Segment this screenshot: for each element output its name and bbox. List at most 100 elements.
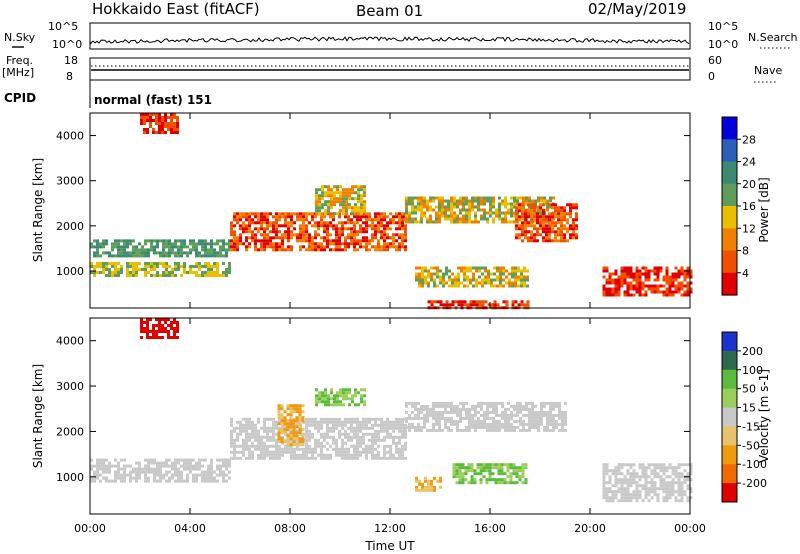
echo-cell	[245, 417, 248, 421]
echo-cell	[228, 464, 231, 468]
echo-cell	[450, 404, 453, 408]
echo-cell	[272, 242, 275, 246]
echo-cell	[239, 224, 242, 228]
echo-cell	[686, 487, 690, 491]
echo-cell	[257, 456, 260, 460]
echo-cell	[474, 199, 477, 203]
echo-cell	[450, 401, 453, 405]
echo-cell	[320, 224, 323, 228]
echo-cell	[549, 196, 552, 200]
echo-cell	[554, 224, 557, 228]
echo-cell	[623, 272, 627, 276]
echo-cell	[248, 242, 251, 246]
echo-cell	[380, 245, 383, 249]
echo-cell	[177, 265, 180, 268]
echo-cell	[302, 224, 305, 228]
echo-cell	[126, 239, 129, 243]
echo-cell	[524, 466, 528, 470]
echo-cell	[398, 447, 401, 451]
echo-cell	[356, 423, 359, 427]
echo-cell	[93, 265, 96, 268]
echo-cell	[498, 196, 501, 200]
echo-cell	[318, 391, 321, 395]
echo-cell	[665, 475, 669, 479]
echo-cell	[543, 413, 546, 417]
echo-cell	[521, 481, 525, 485]
echo-cell	[308, 447, 311, 451]
echo-cell	[486, 413, 489, 417]
echo-cell	[560, 218, 563, 222]
echo-cell	[417, 208, 420, 212]
echo-cell	[174, 262, 177, 265]
echo-cell	[569, 212, 572, 216]
echo-cell	[278, 212, 281, 216]
colorbar-tick-label: 15	[742, 402, 756, 415]
echo-cell	[327, 397, 330, 401]
echo-cell	[198, 265, 201, 268]
echo-cell	[213, 476, 216, 480]
echo-cell	[383, 450, 386, 454]
echo-cell	[263, 423, 266, 427]
echo-cell	[487, 275, 490, 279]
echo-cell	[344, 248, 347, 252]
echo-cell	[495, 407, 498, 411]
velocity-plot-frame	[89, 317, 691, 515]
echo-cell	[441, 205, 444, 209]
echo-cell	[677, 490, 681, 494]
echo-cell	[487, 272, 490, 276]
echo-cell	[620, 487, 624, 491]
echo-cell	[290, 236, 293, 240]
echo-cell	[165, 268, 168, 271]
echo-cell	[423, 404, 426, 408]
echo-cell	[517, 266, 520, 270]
echo-cell	[498, 401, 501, 405]
echo-cell	[168, 271, 171, 274]
echo-cell	[447, 404, 450, 408]
echo-cell	[420, 205, 423, 209]
echo-cell	[515, 236, 518, 240]
echo-cell	[572, 233, 575, 237]
echo-cell	[263, 447, 266, 451]
echo-cell	[489, 425, 492, 429]
echo-cell	[161, 116, 164, 119]
echo-cell	[135, 265, 138, 268]
echo-cell	[344, 236, 347, 240]
echo-cell	[515, 209, 518, 213]
echo-cell	[411, 410, 414, 414]
echo-cell	[496, 275, 499, 279]
echo-cell	[269, 444, 272, 448]
echo-cell	[314, 248, 317, 252]
echo-cell	[620, 466, 624, 470]
echo-cell	[353, 233, 356, 237]
echo-cell	[515, 472, 519, 476]
echo-cell	[353, 245, 356, 249]
echo-cell	[342, 191, 345, 195]
echo-cell	[210, 271, 213, 274]
echo-cell	[525, 407, 528, 411]
echo-cell	[111, 262, 114, 265]
echo-cell	[433, 476, 436, 480]
echo-cell	[126, 245, 129, 249]
echo-cell	[405, 425, 408, 429]
echo-cell	[165, 251, 168, 255]
echo-cell	[201, 479, 204, 483]
echo-cell	[317, 227, 320, 231]
echo-cell	[347, 227, 350, 231]
echo-cell	[418, 479, 421, 483]
echo-cell	[317, 242, 320, 246]
echo-cell	[327, 194, 330, 198]
echo-cell	[216, 467, 219, 471]
echo-cell	[192, 265, 195, 268]
echo-cell	[198, 239, 201, 243]
echo-cell	[668, 496, 672, 500]
echo-cell	[507, 211, 510, 215]
echo-cell	[173, 321, 176, 324]
echo-cell	[602, 463, 606, 467]
echo-cell	[435, 416, 438, 420]
echo-cell	[520, 278, 523, 282]
echo-cell	[659, 478, 663, 482]
echo-cell	[527, 230, 530, 234]
echo-cell	[374, 224, 377, 228]
echo-cell	[435, 428, 438, 432]
echo-cell	[665, 272, 669, 276]
